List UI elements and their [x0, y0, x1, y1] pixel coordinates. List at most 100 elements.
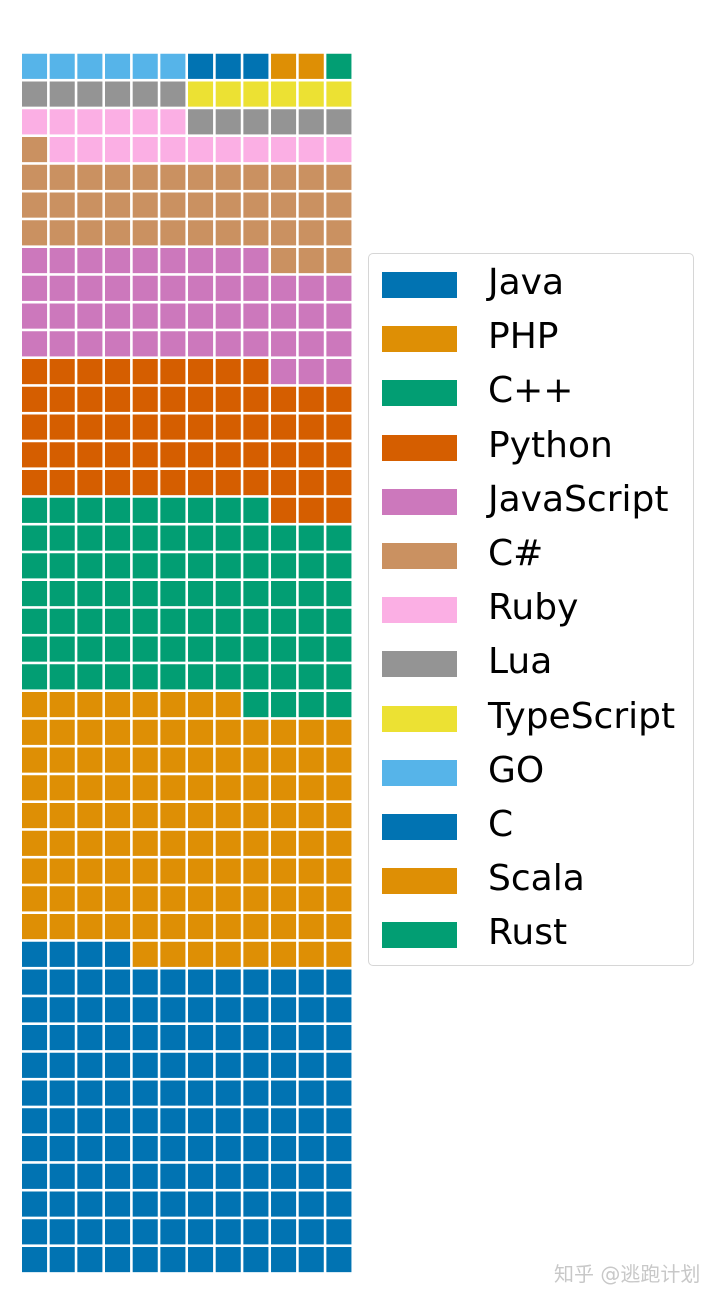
waffle-cell-java: [298, 1247, 324, 1273]
waffle-cell-php: [271, 775, 297, 801]
waffle-cell-ruby: [298, 137, 324, 163]
waffle-cell-java: [49, 1025, 75, 1051]
waffle-cell-python: [105, 359, 131, 385]
waffle-cell-php: [49, 719, 75, 745]
legend-label: Java: [488, 262, 565, 303]
waffle-cell-php: [22, 692, 48, 718]
waffle-cell-ruby: [188, 137, 214, 163]
waffle-cell-javascript: [105, 303, 131, 329]
waffle-cell-java: [215, 1080, 241, 1106]
waffle-cell-typescript: [271, 81, 297, 107]
waffle-cell-javascript: [132, 275, 158, 301]
legend-label: C++: [488, 370, 574, 412]
waffle-cell-java: [243, 1191, 269, 1217]
waffle-cell-c-: [22, 497, 48, 523]
waffle-cell-php: [49, 914, 75, 940]
waffle-cell-java: [132, 997, 158, 1023]
waffle-cell-python: [49, 442, 75, 468]
waffle-cell-php: [298, 886, 324, 912]
waffle-cell-python: [22, 470, 48, 496]
waffle-cell-java: [271, 1136, 297, 1162]
waffle-cell-java: [22, 969, 48, 995]
waffle-cell-php: [298, 775, 324, 801]
waffle-cell-python: [77, 414, 103, 440]
waffle-cell-java: [298, 1025, 324, 1051]
waffle-cell-lua: [77, 81, 103, 107]
waffle-cell-ruby: [105, 137, 131, 163]
waffle-cell-java: [22, 1247, 48, 1273]
waffle-cell-java: [188, 1052, 214, 1078]
waffle-cell-javascript: [22, 248, 48, 274]
waffle-cell-java: [188, 1219, 214, 1245]
waffle-cell-java: [243, 1136, 269, 1162]
waffle-cell-c-: [326, 164, 352, 190]
waffle-cell-c-: [243, 220, 269, 246]
waffle-cell-java: [160, 1052, 186, 1078]
waffle-cell-java: [105, 1163, 131, 1189]
waffle-cell-java: [215, 1108, 241, 1134]
waffle-cell-ruby: [132, 137, 158, 163]
waffle-cell-php: [22, 830, 48, 856]
waffle-cell-python: [77, 359, 103, 385]
waffle-cell-java: [298, 1136, 324, 1162]
waffle-cell-php: [188, 747, 214, 773]
waffle-cell-php: [105, 803, 131, 829]
waffle-cell-java: [49, 941, 75, 967]
waffle-cell-php: [326, 858, 352, 884]
waffle-cell-c-: [243, 636, 269, 662]
waffle-cell-c-: [132, 525, 158, 551]
waffle-cell-php: [77, 803, 103, 829]
waffle-cell-java: [77, 1247, 103, 1273]
waffle-cell-python: [160, 359, 186, 385]
waffle-cell-php: [326, 830, 352, 856]
waffle-cell-php: [49, 692, 75, 718]
waffle-cell-python: [22, 442, 48, 468]
waffle-cell-php: [105, 830, 131, 856]
waffle-cell-java: [132, 969, 158, 995]
waffle-cell-c-: [160, 525, 186, 551]
waffle-cell-python: [77, 470, 103, 496]
waffle-cell-java: [49, 1247, 75, 1273]
waffle-cell-php: [188, 803, 214, 829]
waffle-cell-php: [243, 830, 269, 856]
waffle-cell-c-: [49, 608, 75, 634]
waffle-cell-c-: [49, 581, 75, 607]
waffle-cell-c-: [271, 692, 297, 718]
waffle-cell-c-: [132, 192, 158, 218]
waffle-cell-java: [160, 1163, 186, 1189]
waffle-cell-java: [105, 1247, 131, 1273]
waffle-cell-python: [243, 470, 269, 496]
waffle-cell-javascript: [215, 303, 241, 329]
waffle-cell-java: [243, 997, 269, 1023]
legend-item: Lua: [369, 635, 693, 689]
waffle-cell-c-: [188, 581, 214, 607]
waffle-cell-ruby: [105, 109, 131, 135]
waffle-cell-c-: [22, 220, 48, 246]
waffle-cell-c-: [132, 164, 158, 190]
waffle-cell-java: [215, 1025, 241, 1051]
waffle-cell-c: [188, 53, 214, 79]
waffle-cell-c-: [132, 497, 158, 523]
waffle-cell-php: [271, 858, 297, 884]
waffle-cell-go: [77, 53, 103, 79]
waffle-cell-c-: [132, 220, 158, 246]
waffle-cell-java: [298, 1080, 324, 1106]
waffle-cell-php: [105, 775, 131, 801]
waffle-cell-python: [298, 386, 324, 412]
waffle-cell-java: [271, 1080, 297, 1106]
legend-label: Ruby: [488, 587, 579, 629]
waffle-cell-c-: [49, 220, 75, 246]
waffle-cell-java: [298, 997, 324, 1023]
waffle-cell-java: [160, 1108, 186, 1134]
waffle-cell-php: [298, 941, 324, 967]
waffle-cell-java: [215, 997, 241, 1023]
legend-label: C#: [488, 533, 544, 574]
waffle-cell-c-: [132, 636, 158, 662]
waffle-cell-java: [105, 1108, 131, 1134]
waffle-cell-java: [132, 1247, 158, 1273]
waffle-cell-java: [215, 1163, 241, 1189]
waffle-cell-c-: [22, 525, 48, 551]
waffle-cell-python: [298, 470, 324, 496]
waffle-cell-java: [243, 1163, 269, 1189]
waffle-cell-php: [215, 914, 241, 940]
